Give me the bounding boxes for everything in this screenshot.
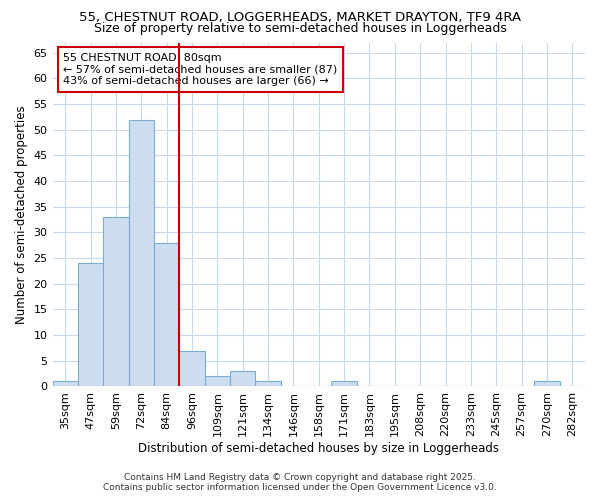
Text: Size of property relative to semi-detached houses in Loggerheads: Size of property relative to semi-detach… bbox=[94, 22, 506, 35]
Bar bbox=[331, 382, 357, 386]
Bar bbox=[179, 350, 205, 386]
Bar bbox=[154, 242, 179, 386]
Bar bbox=[103, 217, 128, 386]
X-axis label: Distribution of semi-detached houses by size in Loggerheads: Distribution of semi-detached houses by … bbox=[138, 442, 499, 455]
Text: 55, CHESTNUT ROAD, LOGGERHEADS, MARKET DRAYTON, TF9 4RA: 55, CHESTNUT ROAD, LOGGERHEADS, MARKET D… bbox=[79, 11, 521, 24]
Bar bbox=[53, 382, 78, 386]
Bar bbox=[534, 382, 560, 386]
Bar bbox=[205, 376, 230, 386]
Text: 55 CHESTNUT ROAD: 80sqm
← 57% of semi-detached houses are smaller (87)
43% of se: 55 CHESTNUT ROAD: 80sqm ← 57% of semi-de… bbox=[63, 53, 337, 86]
Bar bbox=[78, 263, 103, 386]
Bar bbox=[128, 120, 154, 386]
Y-axis label: Number of semi-detached properties: Number of semi-detached properties bbox=[15, 105, 28, 324]
Text: Contains HM Land Registry data © Crown copyright and database right 2025.
Contai: Contains HM Land Registry data © Crown c… bbox=[103, 473, 497, 492]
Bar bbox=[230, 371, 256, 386]
Bar bbox=[256, 382, 281, 386]
